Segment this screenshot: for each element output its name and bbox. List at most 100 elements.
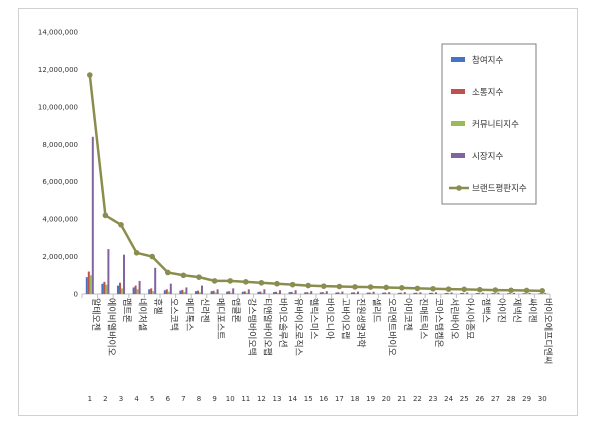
category-label: 싸이젠 (527, 298, 538, 323)
bar-4-12 (263, 289, 266, 294)
bar-2-14 (290, 291, 293, 294)
line-point-21 (399, 285, 405, 291)
bar-3-22 (417, 293, 420, 294)
bar-4-4 (138, 280, 141, 294)
y-tick-label: 8,000,000 (42, 141, 78, 149)
bar-4-24 (450, 292, 453, 294)
bar-2-7 (181, 289, 184, 294)
bar-1-8 (195, 291, 197, 294)
line-point-17 (336, 283, 343, 290)
bar-4-9 (216, 289, 219, 294)
rank-number: 23 (429, 395, 438, 403)
bar-3-3 (121, 288, 123, 294)
rank-number: 11 (241, 395, 250, 403)
legend-swatch (451, 57, 465, 62)
line-point-29 (523, 287, 530, 294)
line-point-24 (445, 286, 452, 292)
rank-number: 26 (475, 395, 484, 403)
bar-3-12 (261, 292, 264, 294)
line-point-8 (196, 274, 202, 280)
bar-1-16 (319, 292, 322, 294)
bar-2-20 (384, 292, 387, 294)
line-point-5 (149, 253, 155, 260)
bar-2-24 (446, 292, 449, 294)
bar-3-5 (152, 291, 155, 294)
bar-1-6 (163, 290, 166, 294)
line-point-16 (321, 283, 327, 289)
bar-1-21 (397, 292, 400, 294)
bar-1-19 (366, 292, 369, 294)
rank-number: 27 (491, 395, 500, 403)
rank-number: 18 (351, 395, 360, 403)
line-point-6 (165, 269, 171, 276)
category-label: 진매트릭스 (417, 298, 429, 339)
y-tick-label: 4,000,000 (42, 216, 78, 224)
bar-4-7 (185, 287, 188, 294)
bar-1-4 (132, 287, 135, 294)
line-point-27 (492, 287, 499, 293)
line-point-3 (118, 221, 124, 228)
bar-4-22 (419, 292, 422, 294)
line-point-7 (180, 272, 187, 279)
bar-2-22 (415, 292, 418, 294)
line-point-22 (414, 285, 421, 292)
bar-4-16 (325, 291, 328, 294)
rank-number: 4 (134, 395, 139, 403)
legend-label: 시장지수 (472, 151, 503, 162)
bar-1-14 (288, 292, 291, 294)
bar-3-17 (339, 293, 342, 294)
y-tick-label: 14,000,000 (38, 29, 78, 37)
legend-label: 커뮤니티지수 (472, 119, 519, 130)
y-tick-label: 0 (74, 291, 78, 299)
bar-3-10 (230, 292, 233, 294)
bar-2-10 (228, 291, 231, 294)
bar-2-3 (119, 282, 121, 294)
rank-number: 3 (119, 395, 123, 403)
bar-2-5 (150, 288, 153, 294)
line-point-26 (477, 286, 483, 293)
bar-2-29 (524, 293, 527, 294)
bar-1-13 (273, 292, 275, 294)
category-label: 펩트론 (121, 298, 132, 323)
bar-1-10 (226, 291, 229, 294)
bar-4-10 (232, 288, 235, 294)
line-point-28 (508, 287, 514, 294)
bar-4-29 (528, 292, 531, 294)
bar-1-27 (491, 293, 494, 294)
category-label: 네이처셀 (137, 298, 149, 331)
bar-2-18 (353, 292, 355, 294)
line-point-30 (539, 288, 545, 294)
bar-1-20 (382, 292, 385, 294)
category-label: 셀리드 (371, 298, 382, 323)
bar-4-21 (403, 292, 406, 294)
rank-number: 6 (166, 395, 171, 403)
line-point-19 (367, 284, 374, 290)
rank-number: 17 (335, 395, 344, 403)
chart-frame: 0 2,000,000 4,000,000 6,000,000 8,000,000 10,… (18, 8, 578, 416)
line-point-25 (461, 286, 468, 293)
bar-4-17 (341, 291, 344, 294)
bar-3-4 (136, 289, 139, 294)
rank-number: 28 (507, 395, 516, 403)
bar-4-20 (388, 292, 391, 294)
rank-number: 22 (413, 395, 422, 403)
rank-number: 15 (304, 395, 313, 403)
bar-2-30 (540, 293, 543, 294)
category-label: 메디톡스 (183, 298, 194, 331)
bar-4-14 (294, 290, 297, 294)
bar-2-13 (275, 291, 277, 294)
bar-4-30 (544, 293, 547, 294)
bar-2-6 (165, 289, 168, 294)
bar-2-25 (462, 292, 465, 294)
bar-3-24 (448, 293, 451, 294)
bar-4-13 (279, 290, 281, 294)
category-label: 아시아종묘 (464, 298, 475, 339)
category-label: 서린바이오 (449, 298, 460, 339)
rank-number: 16 (319, 395, 328, 403)
rank-number: 13 (273, 395, 282, 403)
bar-2-11 (243, 291, 246, 294)
legend-swatch (451, 153, 465, 158)
bar-1-24 (444, 293, 447, 294)
bar-4-15 (310, 291, 313, 294)
bar-2-26 (477, 293, 480, 294)
